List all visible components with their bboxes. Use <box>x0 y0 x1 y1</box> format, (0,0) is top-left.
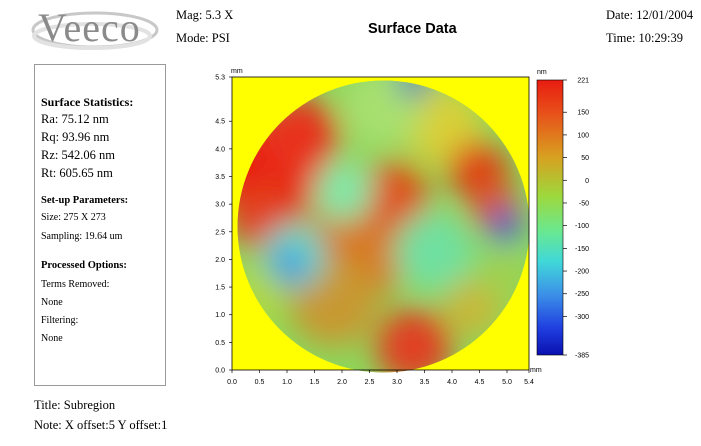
mode-value: PSI <box>211 31 230 45</box>
setup-parameters-heading: Set-up Parameters: <box>41 195 129 206</box>
x-tick-label: 2.5 <box>365 379 375 386</box>
surface-height-blob <box>313 161 374 222</box>
y-tick-label: 5.3 <box>215 75 225 82</box>
mag-readout: Mag: 5.3 X <box>176 8 233 23</box>
terms-removed-value: None <box>41 297 63 308</box>
x-tick-label: 5.4 <box>524 379 534 386</box>
x-tick-label: 4.5 <box>475 379 485 386</box>
filtering-value: None <box>41 333 63 344</box>
surface-height-blob <box>489 210 522 243</box>
colorbar-tick-label: -100 <box>575 223 589 230</box>
mag-value: 5.3 X <box>205 8 234 22</box>
y-tick-label: 0.0 <box>215 368 225 375</box>
stat-rt: Rt: 605.65 nm <box>41 166 113 180</box>
colorbar-tick-label: -50 <box>579 200 589 207</box>
mode-readout: Mode: PSI <box>176 31 230 46</box>
stat-rq: Rq: 93.96 nm <box>41 130 110 144</box>
surface-height-blob <box>375 308 452 373</box>
stat-ra: Ra: 75.12 nm <box>41 112 109 126</box>
x-tick-label: 3.0 <box>392 379 402 386</box>
y-tick-label: 4.5 <box>215 119 225 126</box>
logo-text: Veeco <box>38 5 141 50</box>
footer-note: Note: X offset:5 Y offset:1 <box>34 418 168 432</box>
x-tick-label: 1.0 <box>282 379 292 386</box>
x-axis-unit: mm <box>530 367 542 374</box>
filtering-label: Filtering: <box>41 315 79 326</box>
colorbar-tick-label: -385 <box>575 353 589 360</box>
x-tick-label: 5.0 <box>502 379 512 386</box>
y-tick-label: 3.5 <box>215 174 225 181</box>
plot-frame <box>231 76 530 371</box>
surface-height-blob <box>358 161 429 232</box>
surface-map-chart: 5.3 4.5 4.0 3.5 3.0 2.5 2.0 1.5 1.0 0.5 0.00.0 0.5 1… <box>215 68 589 386</box>
x-tick-label: 3.5 <box>420 379 430 386</box>
time-value: 10:29:39 <box>638 31 683 45</box>
date-value: 12/01/2004 <box>636 8 694 22</box>
y-tick-label: 3.0 <box>215 202 225 209</box>
mode-label: Mode: <box>176 31 209 45</box>
y-tick-label: 2.5 <box>215 229 225 236</box>
x-tick-label: 2.0 <box>337 379 347 386</box>
colorbar-unit: nm <box>537 69 547 76</box>
mag-label: Mag: <box>176 8 203 22</box>
footer-title: Title: Subregion <box>34 398 116 412</box>
time-readout: Time: 10:29:39 <box>606 31 683 46</box>
terms-removed-label: Terms Removed: <box>41 279 110 290</box>
colorbar-tick-label: 150 <box>577 110 589 117</box>
surface-height-blob <box>393 211 474 292</box>
statistics-panel: Surface Statistics: Ra: 75.12 nm Rq: 93.… <box>34 64 166 386</box>
date-readout: Date: 12/01/2004 <box>606 8 693 23</box>
veeco-logo: Veeco <box>30 2 160 54</box>
x-tick-label: 0.5 <box>255 379 265 386</box>
colorbar-tick-label: -300 <box>575 314 589 321</box>
logo-swoosh-icon <box>31 11 159 50</box>
colorbar-tick-label: -250 <box>575 291 589 298</box>
time-label: Time: <box>606 31 636 45</box>
colorbar-tick-label: 0 <box>585 178 589 185</box>
colorbar-tick-label: -200 <box>575 269 589 276</box>
setup-sampling: Sampling: 19.64 um <box>41 231 123 242</box>
y-tick-label: 1.0 <box>215 312 225 319</box>
surface-statistics-heading: Surface Statistics: <box>41 95 134 109</box>
x-tick-label: 4.0 <box>447 379 457 386</box>
y-tick-label: 2.0 <box>215 257 225 264</box>
colorbar-tick-label: 221 <box>577 78 589 85</box>
y-tick-label: 0.5 <box>215 340 225 347</box>
page-title: Surface Data <box>368 21 457 37</box>
setup-size: Size: 275 X 273 <box>41 212 106 223</box>
y-tick-label: 1.5 <box>215 285 225 292</box>
surface-height-blob <box>272 250 305 283</box>
y-axis-unit: mm <box>231 68 243 75</box>
stat-rz: Rz: 542.06 nm <box>41 148 115 162</box>
colorbar <box>536 79 564 356</box>
colorbar-tick-label: -150 <box>575 246 589 253</box>
x-tick-label: 1.5 <box>310 379 320 386</box>
date-label: Date: <box>606 8 634 22</box>
x-tick-label: 0.0 <box>227 379 237 386</box>
processed-options-heading: Processed Options: <box>41 260 127 271</box>
colorbar-tick-label: 50 <box>581 155 589 162</box>
y-tick-label: 4.0 <box>215 146 225 153</box>
colorbar-tick-label: 100 <box>577 132 589 139</box>
